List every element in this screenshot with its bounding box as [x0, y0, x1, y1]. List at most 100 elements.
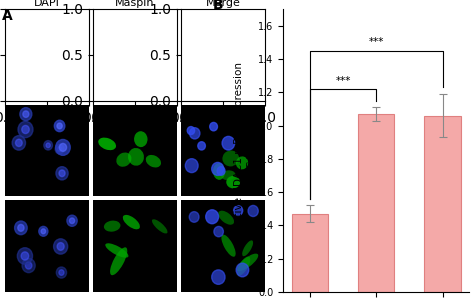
Circle shape	[202, 65, 212, 76]
Ellipse shape	[226, 176, 240, 188]
Circle shape	[18, 248, 33, 264]
Ellipse shape	[152, 219, 167, 234]
Circle shape	[12, 136, 26, 150]
Circle shape	[59, 143, 66, 151]
Circle shape	[190, 128, 200, 139]
Circle shape	[23, 22, 31, 32]
Circle shape	[44, 141, 53, 150]
Circle shape	[18, 121, 33, 138]
Ellipse shape	[111, 59, 126, 70]
Ellipse shape	[104, 221, 120, 232]
Circle shape	[248, 205, 258, 217]
Circle shape	[198, 142, 205, 150]
Bar	[424, 116, 461, 292]
Circle shape	[22, 25, 27, 30]
Circle shape	[18, 224, 24, 231]
Circle shape	[206, 210, 219, 224]
Circle shape	[230, 38, 242, 50]
Circle shape	[217, 167, 225, 175]
Y-axis label: Relative HDAC1 mRNA expression
(/GAPDH): Relative HDAC1 mRNA expression (/GAPDH)	[234, 62, 255, 239]
Circle shape	[22, 258, 35, 273]
Ellipse shape	[218, 211, 234, 225]
Y-axis label: MCF7: MCF7	[0, 137, 2, 164]
Circle shape	[59, 170, 65, 177]
Ellipse shape	[222, 150, 239, 166]
Ellipse shape	[146, 155, 161, 167]
Circle shape	[54, 239, 68, 254]
Circle shape	[57, 147, 62, 152]
Ellipse shape	[228, 42, 239, 56]
Ellipse shape	[221, 235, 236, 257]
Circle shape	[25, 25, 29, 30]
Circle shape	[35, 46, 46, 58]
Y-axis label: MCF10A: MCF10A	[0, 35, 2, 75]
Ellipse shape	[219, 35, 233, 49]
Ellipse shape	[105, 243, 128, 258]
Circle shape	[236, 263, 249, 277]
Ellipse shape	[123, 79, 139, 92]
Circle shape	[56, 167, 68, 180]
Ellipse shape	[110, 247, 128, 275]
Circle shape	[216, 59, 228, 71]
Circle shape	[20, 108, 32, 121]
Circle shape	[57, 28, 62, 32]
Ellipse shape	[98, 138, 116, 150]
Ellipse shape	[206, 18, 226, 35]
Ellipse shape	[213, 163, 225, 180]
Text: ***: ***	[368, 37, 384, 47]
Circle shape	[37, 46, 46, 56]
Circle shape	[72, 45, 84, 60]
Ellipse shape	[116, 153, 131, 167]
Ellipse shape	[120, 30, 137, 41]
Bar	[292, 214, 328, 292]
Ellipse shape	[237, 254, 258, 271]
Circle shape	[55, 145, 64, 154]
Circle shape	[55, 139, 70, 155]
Circle shape	[70, 24, 75, 28]
Circle shape	[37, 34, 46, 43]
Circle shape	[196, 80, 203, 89]
Circle shape	[187, 66, 200, 81]
Circle shape	[39, 36, 44, 41]
Circle shape	[225, 66, 233, 75]
Circle shape	[21, 252, 29, 260]
Circle shape	[37, 49, 43, 55]
Circle shape	[62, 15, 73, 26]
Circle shape	[70, 218, 74, 224]
Ellipse shape	[191, 38, 207, 52]
Circle shape	[208, 45, 217, 55]
Circle shape	[210, 122, 218, 131]
Ellipse shape	[228, 52, 240, 66]
Ellipse shape	[237, 257, 250, 276]
Circle shape	[22, 125, 29, 134]
Circle shape	[67, 215, 77, 226]
Circle shape	[187, 127, 195, 135]
Ellipse shape	[128, 148, 144, 166]
Title: DAPI: DAPI	[34, 0, 60, 8]
Circle shape	[21, 82, 26, 88]
Circle shape	[55, 26, 64, 35]
Ellipse shape	[236, 156, 248, 169]
Circle shape	[222, 136, 235, 150]
Ellipse shape	[104, 54, 115, 65]
Circle shape	[189, 212, 199, 222]
Circle shape	[75, 49, 82, 56]
Circle shape	[16, 139, 22, 147]
Ellipse shape	[107, 29, 126, 44]
Text: B: B	[212, 0, 223, 12]
Circle shape	[23, 111, 29, 117]
Ellipse shape	[136, 60, 149, 75]
Ellipse shape	[198, 79, 213, 89]
Text: ***: ***	[335, 76, 351, 86]
Circle shape	[214, 226, 223, 237]
Circle shape	[65, 18, 70, 23]
Ellipse shape	[123, 215, 140, 229]
Circle shape	[212, 162, 224, 176]
Ellipse shape	[242, 240, 253, 256]
Circle shape	[18, 80, 28, 90]
Circle shape	[198, 71, 208, 83]
Title: Merge: Merge	[206, 0, 240, 8]
Circle shape	[68, 21, 77, 31]
Circle shape	[15, 221, 27, 235]
Circle shape	[212, 270, 225, 284]
